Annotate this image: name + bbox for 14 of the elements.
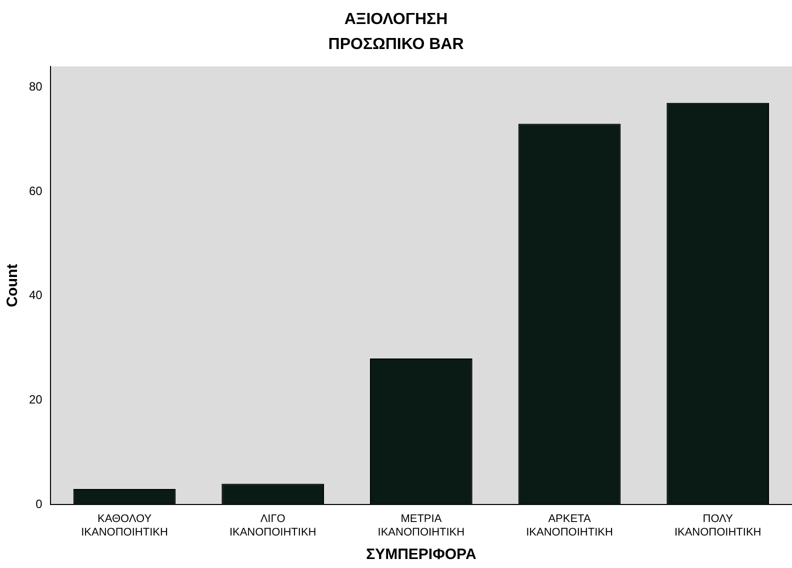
chart-title: ΑΞΙΟΛΟΓΗΣΗ	[344, 11, 448, 28]
x-tick-label: ΠΟΛΥ ΙΚΑΝΟΠΟΙΗΤΙΚΗ	[674, 513, 762, 538]
y-tick-label: 60	[28, 184, 43, 198]
x-tick-label: ΚΑΘΟΛΟΥ ΙΚΑΝΟΠΟΙΗΤΙΚΗ	[81, 513, 168, 538]
x-tick-label: ΑΡΚΕΤΑ ΙΚΑΝΟΠΟΙΗΤΙΚΗ	[526, 513, 613, 538]
y-axis-title: Count	[4, 264, 22, 308]
y-tick-label: 20	[28, 392, 43, 407]
y-tick-label: 40	[28, 288, 43, 302]
x-tick-label: ΛΙΓΟ ΙΚΑΝΟΠΟΙΗΤΙΚΗ	[229, 513, 316, 538]
x-axis-title: ΣΥΜΠΕΡΙΦΟΡΑ	[366, 546, 476, 564]
y-tick-label: 0	[36, 496, 43, 511]
chart-subtitle: ΠΡΟΣΩΠΙΚΟ BAR	[328, 36, 464, 54]
x-tick-label: ΜΕΤΡΙΑ ΙΚΑΝΟΠΟΙΗΤΙΚΗ	[378, 513, 465, 538]
y-tick-label: 80	[28, 80, 43, 94]
